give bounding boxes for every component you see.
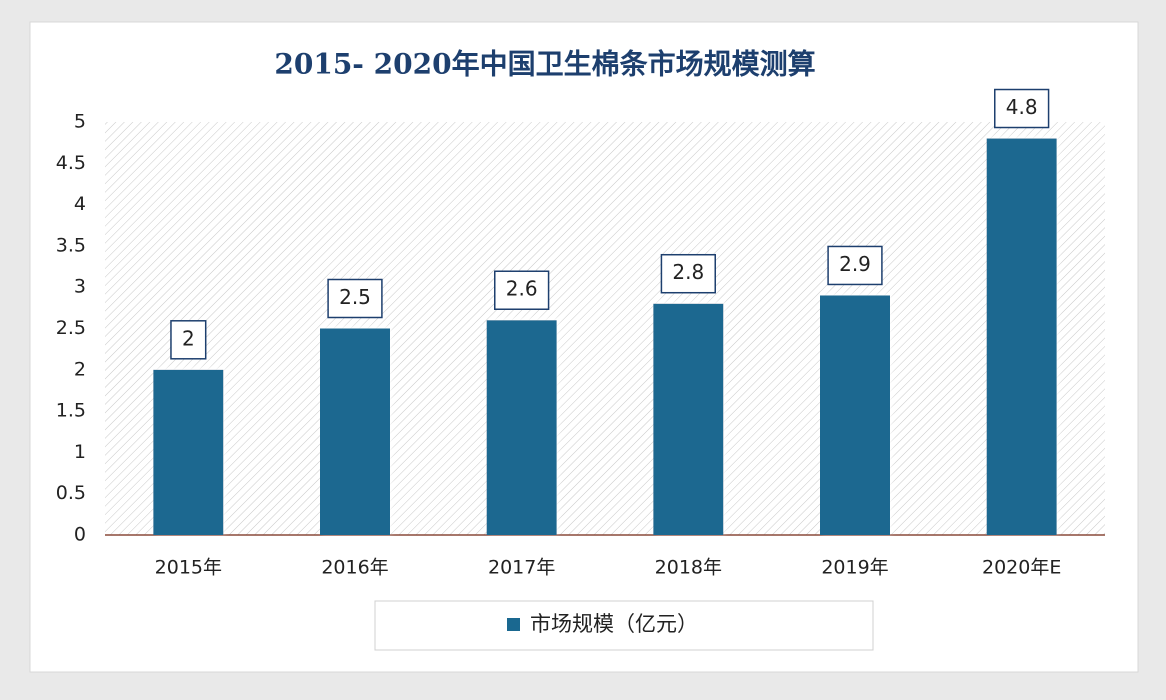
data-label-box bbox=[494, 270, 550, 310]
bar bbox=[820, 295, 890, 535]
x-tick-label: 2018年 bbox=[655, 557, 722, 579]
x-tick-label: 2016年 bbox=[321, 557, 388, 579]
y-tick-label: 2 bbox=[74, 358, 86, 380]
data-label: 2.9 bbox=[839, 252, 871, 276]
x-tick-label: 2015年 bbox=[155, 557, 222, 579]
legend-label: 市场规模（亿元） bbox=[530, 612, 698, 636]
y-tick-label: 5 bbox=[74, 111, 86, 133]
bar bbox=[153, 369, 224, 535]
data-label-box bbox=[660, 253, 716, 294]
y-tick-label: 1 bbox=[74, 441, 86, 463]
y-tick-label: 0 bbox=[74, 524, 86, 546]
data-label: 2.8 bbox=[672, 260, 704, 284]
y-tick-label: 3.5 bbox=[56, 234, 86, 256]
x-tick-label: 2020年E bbox=[982, 557, 1061, 579]
legend-box bbox=[374, 600, 874, 651]
bar bbox=[986, 138, 1057, 535]
plot-area bbox=[105, 122, 1105, 535]
bar bbox=[320, 328, 390, 535]
data-label: 2 bbox=[182, 326, 195, 350]
data-label: 2.6 bbox=[506, 277, 538, 301]
y-tick-label: 1.5 bbox=[56, 400, 86, 422]
bar bbox=[653, 303, 724, 535]
y-tick-label: 4.5 bbox=[56, 152, 86, 174]
bar bbox=[486, 320, 557, 535]
y-tick-label: 0.5 bbox=[56, 482, 86, 504]
data-label-box bbox=[994, 88, 1050, 129]
data-label-box bbox=[170, 320, 207, 360]
legend-swatch bbox=[507, 618, 520, 631]
y-tick-label: 4 bbox=[74, 193, 86, 215]
data-label-box bbox=[327, 278, 383, 319]
data-label: 2.5 bbox=[339, 285, 371, 309]
chart-title: 2015- 2020年中国卫生棉条市场规模测算 bbox=[274, 48, 815, 81]
data-label: 4.8 bbox=[1006, 95, 1038, 119]
y-tick-label: 2.5 bbox=[56, 317, 86, 339]
data-label-box bbox=[827, 245, 883, 286]
x-tick-label: 2017年 bbox=[488, 557, 555, 579]
x-tick-label: 2019年 bbox=[821, 557, 888, 579]
y-tick-label: 3 bbox=[74, 276, 86, 298]
